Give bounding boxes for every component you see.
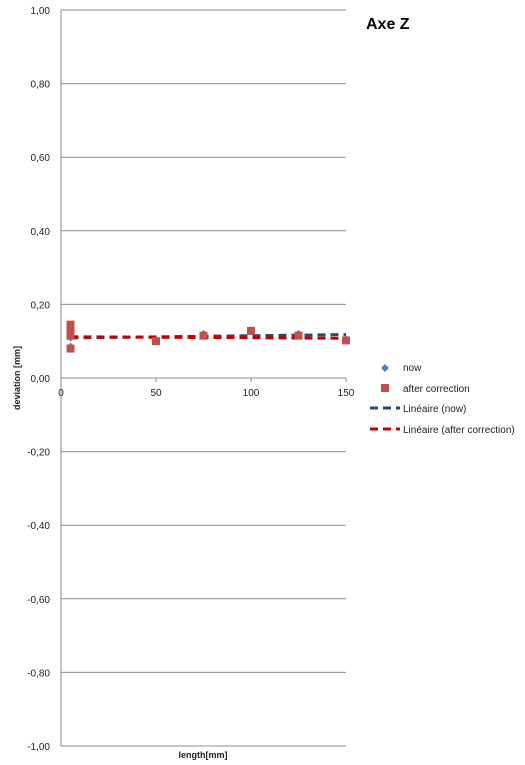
x-tick-labels: 0 50 100 150	[58, 378, 355, 399]
y-tick-label: -0,60	[27, 595, 50, 606]
legend-label-trend-now: Linéaire (now)	[403, 404, 466, 415]
y-tick-label: -0,80	[27, 668, 50, 679]
x-axis-title: length[mm]	[179, 750, 228, 760]
point-after-correction	[152, 337, 160, 346]
y-tick-label: 0,60	[31, 153, 51, 164]
y-tick-label: -1,00	[27, 742, 50, 753]
y-tick-label: 0,40	[31, 227, 51, 238]
y-tick-label: 0,80	[31, 80, 51, 91]
trendlines	[70, 333, 347, 340]
x-tick-label: 150	[338, 388, 355, 399]
y-tick-label: 1,00	[31, 6, 51, 17]
legend: now after correction Linéaire (now) Liné…	[370, 363, 515, 436]
point-after-correction	[342, 336, 350, 345]
point-after-correction	[66, 326, 75, 335]
legend-label-now: now	[403, 363, 422, 374]
point-after-correction	[247, 326, 255, 335]
point-after-correction	[66, 331, 75, 340]
y-tick-label: 0,20	[31, 300, 51, 311]
point-after-correction	[66, 344, 75, 353]
trendline-after-correction	[70, 335, 347, 340]
x-tick-label: 100	[243, 388, 260, 399]
data-points	[66, 320, 350, 353]
x-tick-label: 0	[58, 388, 64, 399]
y-axis-title: deviation [mm]	[12, 346, 22, 410]
point-after-correction	[199, 331, 208, 340]
legend-marker-now	[381, 364, 389, 372]
y-tick-label: -0,40	[27, 521, 50, 532]
legend-marker-after-correction	[381, 384, 389, 392]
y-tick-labels: 1,00 0,80 0,60 0,40 0,20 0,00 -0,20 -0,40 -0,60 -…	[27, 6, 50, 753]
point-after-correction	[294, 331, 303, 340]
chart-title: Axe Z	[366, 16, 410, 33]
y-tick-label: -0,20	[27, 448, 50, 459]
point-after-correction	[66, 320, 75, 329]
x-tick-label: 50	[150, 388, 162, 399]
y-tick-label: 0,00	[31, 374, 51, 385]
legend-label-trend-after: Linéaire (after correction)	[403, 425, 515, 436]
legend-label-after-correction: after correction	[403, 384, 470, 395]
